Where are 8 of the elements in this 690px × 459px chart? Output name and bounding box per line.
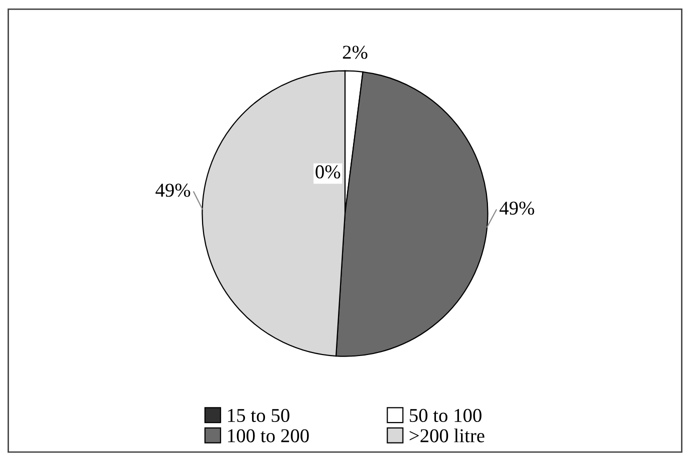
legend-label: 15 to 50	[228, 408, 290, 422]
legend-label: >200 litre	[410, 428, 484, 442]
data-label: 2%	[342, 46, 368, 59]
data-label: 49%	[500, 202, 534, 215]
legend-label: 100 to 200	[228, 429, 309, 442]
text: 0%	[316, 165, 340, 178]
data-label: 49%	[156, 184, 190, 197]
legend-label: 50 to 100	[410, 408, 482, 422]
